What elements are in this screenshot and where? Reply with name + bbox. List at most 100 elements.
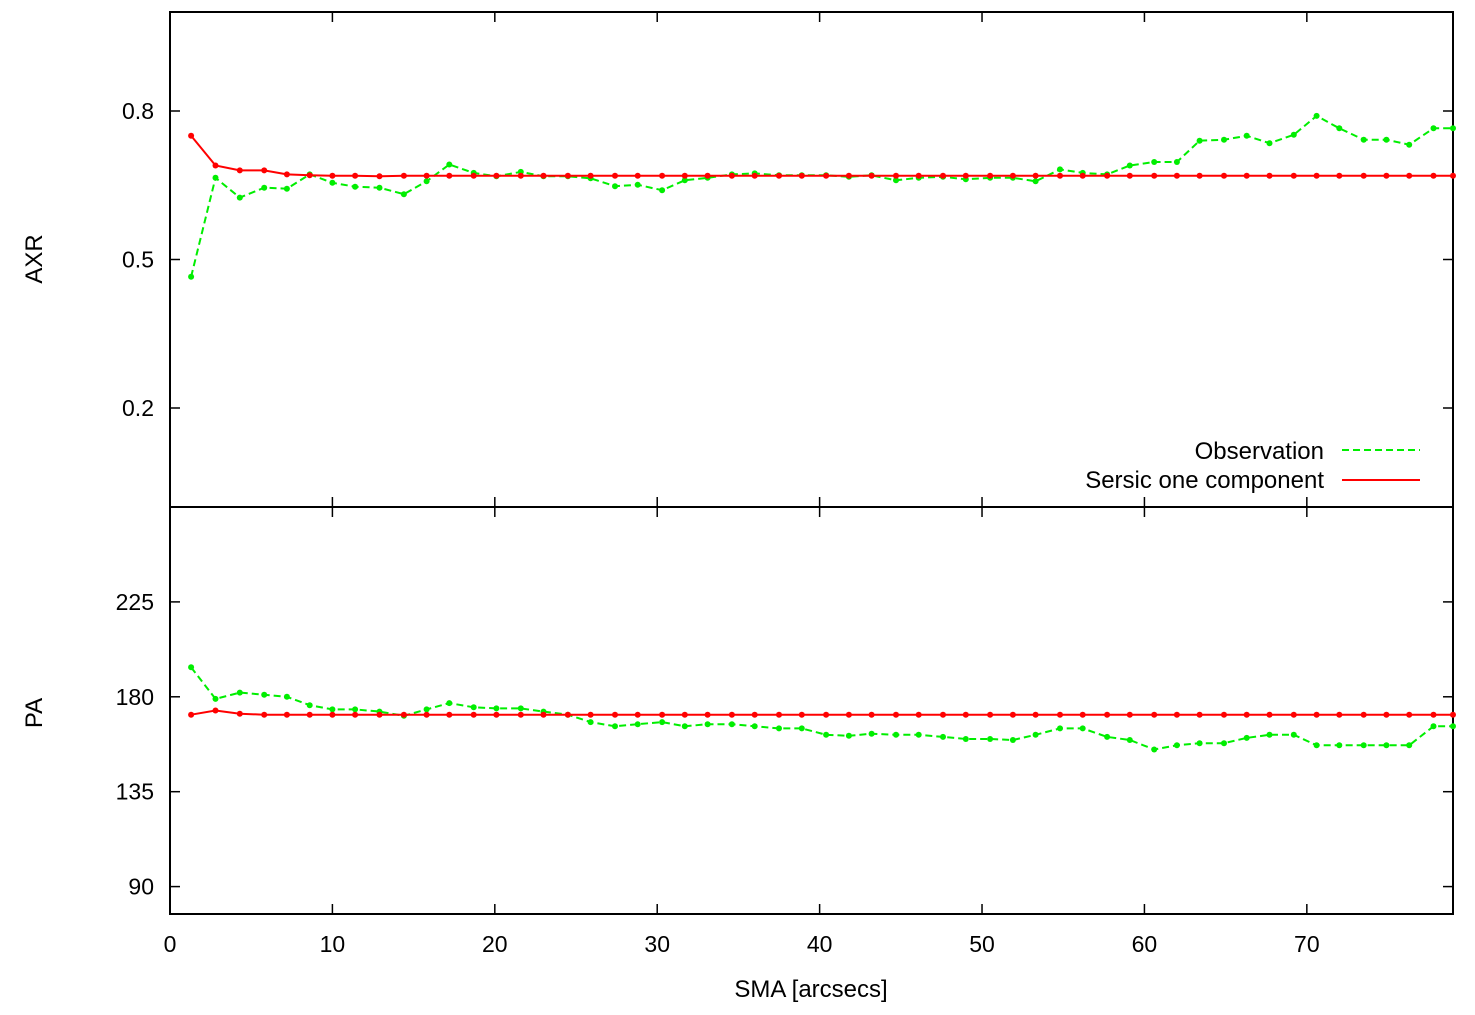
data-point-observation: [1032, 178, 1039, 185]
data-point-sersic-one-component: [1221, 711, 1227, 718]
data-point-observation: [893, 731, 899, 738]
data-point-sersic-one-component: [564, 711, 571, 718]
data-point-sersic-one-component: [470, 711, 477, 718]
data-point-sersic-one-component: [1430, 172, 1437, 179]
data-point-observation: [188, 664, 195, 671]
x-axis-label: SMA [arcsecs]: [734, 976, 887, 1003]
data-point-sersic-one-component: [352, 172, 359, 179]
data-point-sersic-one-component: [446, 711, 453, 718]
data-point-observation: [1336, 742, 1343, 749]
data-point-observation: [1221, 740, 1227, 747]
data-point-observation: [1313, 742, 1320, 749]
data-point-sersic-one-component: [376, 711, 383, 718]
data-point-observation: [1360, 136, 1367, 143]
data-point-sersic-one-component: [517, 711, 524, 718]
data-point-sersic-one-component: [940, 172, 946, 179]
data-point-sersic-one-component: [681, 172, 688, 179]
data-point-observation: [1313, 112, 1320, 119]
data-point-observation: [587, 719, 594, 726]
data-point-observation: [446, 161, 453, 168]
y-tick-label: 0.2: [122, 395, 154, 421]
data-point-observation: [1126, 737, 1133, 743]
series-line-sersic-one-component: [190, 135, 1453, 178]
data-point-sersic-one-component: [823, 711, 830, 718]
data-point-sersic-one-component: [1196, 172, 1203, 179]
data-point-sersic-one-component: [261, 167, 268, 174]
data-point-sersic-one-component: [962, 172, 969, 179]
data-point-sersic-one-component: [1032, 711, 1039, 718]
data-point-observation: [329, 706, 336, 713]
data-point-sersic-one-component: [400, 711, 407, 718]
x-tick-label: 70: [1294, 931, 1320, 957]
data-point-observation: [1336, 125, 1343, 132]
x-tick-label: 10: [320, 931, 346, 957]
data-point-sersic-one-component: [1079, 711, 1086, 718]
data-point-observation: [446, 700, 453, 707]
data-point-observation: [283, 693, 290, 700]
data-point-sersic-one-component: [612, 172, 618, 179]
data-point-sersic-one-component: [188, 711, 195, 718]
data-point-sersic-one-component: [1336, 711, 1343, 718]
data-point-sersic-one-component: [1104, 172, 1111, 179]
data-point-observation: [681, 177, 688, 184]
data-point-observation: [845, 732, 852, 739]
data-point-sersic-one-component: [704, 711, 711, 718]
axr-panel: 0.2 0.5 0.8: [122, 11, 1456, 508]
data-point-sersic-one-component: [728, 711, 735, 718]
data-point-sersic-one-component: [1126, 172, 1133, 179]
data-point-observation: [261, 184, 268, 191]
data-point-sersic-one-component: [329, 711, 336, 718]
series-line-observation: [190, 114, 1453, 278]
data-point-sersic-one-component: [962, 711, 969, 718]
data-point-sersic-one-component: [400, 172, 407, 179]
data-point-observation: [1383, 136, 1390, 143]
data-point-sersic-one-component: [1406, 711, 1413, 718]
y-tick-label: 0.5: [122, 247, 154, 273]
data-point-sersic-one-component: [423, 711, 430, 718]
data-point-observation: [352, 183, 359, 190]
data-point-sersic-one-component: [1221, 172, 1227, 179]
data-point-sersic-one-component: [540, 711, 547, 718]
data-point-sersic-one-component: [517, 172, 524, 179]
data-point-sersic-one-component: [1450, 711, 1456, 718]
y-tick-label: 225: [116, 589, 154, 615]
data-point-sersic-one-component: [1360, 711, 1367, 718]
data-point-sersic-one-component: [587, 172, 594, 179]
data-point-sersic-one-component: [1290, 172, 1297, 179]
data-point-sersic-one-component: [493, 172, 500, 179]
data-point-sersic-one-component: [493, 711, 500, 718]
legend-label-sersic: Sersic one component: [1085, 467, 1324, 494]
data-point-sersic-one-component: [776, 172, 782, 179]
legend: Observation Sersic one component: [1085, 438, 1420, 494]
data-point-observation: [423, 706, 430, 713]
data-point-sersic-one-component: [564, 172, 571, 179]
data-point-sersic-one-component: [1430, 711, 1437, 718]
data-point-sersic-one-component: [915, 711, 922, 718]
data-point-sersic-one-component: [845, 711, 852, 718]
data-point-observation: [612, 723, 618, 730]
data-point-observation: [1430, 125, 1437, 132]
data-point-sersic-one-component: [751, 711, 758, 718]
data-point-observation: [1383, 742, 1390, 749]
data-point-sersic-one-component: [634, 711, 641, 718]
data-point-sersic-one-component: [868, 711, 875, 718]
data-point-sersic-one-component: [1032, 172, 1039, 179]
data-point-observation: [1266, 140, 1273, 147]
x-tick-label: 0: [164, 931, 177, 957]
data-point-observation: [283, 185, 290, 192]
data-point-sersic-one-component: [236, 167, 243, 174]
data-point-sersic-one-component: [751, 172, 758, 179]
data-point-sersic-one-component: [376, 173, 383, 180]
series-line-observation: [190, 666, 1453, 751]
data-point-observation: [236, 689, 243, 696]
data-point-sersic-one-component: [681, 711, 688, 718]
data-point-sersic-one-component: [845, 172, 852, 179]
data-point-observation: [1406, 141, 1413, 148]
data-point-sersic-one-component: [306, 172, 313, 179]
data-point-sersic-one-component: [987, 172, 994, 179]
y-tick-label: 0.8: [122, 98, 154, 124]
data-point-sersic-one-component: [1360, 172, 1367, 179]
data-point-sersic-one-component: [1126, 711, 1133, 718]
axr-axis-label: AXR: [21, 234, 48, 283]
